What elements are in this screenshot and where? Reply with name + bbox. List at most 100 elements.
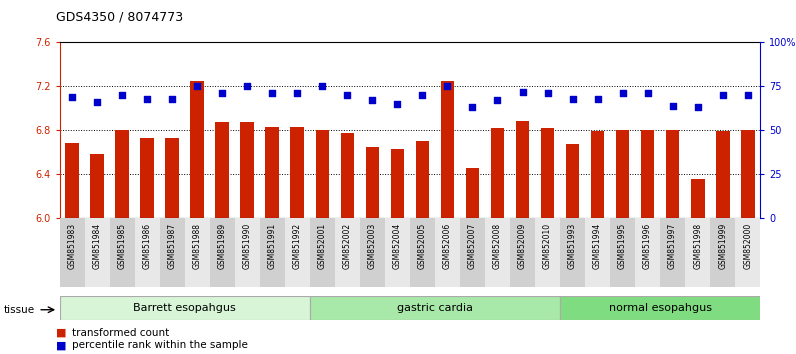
Bar [710,218,736,287]
Bar [210,218,235,287]
Point [366,97,379,103]
Text: GSM852010: GSM852010 [543,223,552,269]
Text: GSM852008: GSM852008 [493,223,502,269]
Bar [240,122,254,218]
Bar [235,218,259,287]
Bar [115,130,129,218]
Text: GSM851984: GSM851984 [92,223,102,269]
Point [116,92,129,98]
Text: GSM851985: GSM851985 [118,223,127,269]
Text: ■: ■ [56,328,66,338]
Bar [84,218,110,287]
Bar [259,218,285,287]
Point [241,84,254,89]
Bar [641,130,654,218]
Point [91,99,103,105]
Text: tissue: tissue [4,305,35,315]
Point [741,92,754,98]
Bar [135,218,160,287]
Point [666,103,679,108]
Bar [185,218,210,287]
Bar [566,144,579,218]
Bar [510,218,535,287]
Point [391,101,404,107]
Bar [466,169,479,218]
Text: GSM851987: GSM851987 [168,223,177,269]
Bar [341,133,354,218]
Point [591,96,604,101]
Bar [365,147,379,218]
Text: GSM852002: GSM852002 [343,223,352,269]
Bar [60,296,310,320]
Bar [315,130,330,218]
Bar [90,154,104,218]
Point [616,91,629,96]
Bar [65,143,79,218]
Text: GSM851997: GSM851997 [668,223,677,269]
Bar [485,218,510,287]
Text: GSM852009: GSM852009 [518,223,527,269]
Text: GSM851995: GSM851995 [618,223,627,269]
Text: GSM851990: GSM851990 [243,223,252,269]
Bar [310,296,560,320]
Bar [391,149,404,218]
Bar [216,122,229,218]
Text: GSM852001: GSM852001 [318,223,327,269]
Point [416,92,429,98]
Text: GSM851988: GSM851988 [193,223,202,269]
Bar [335,218,360,287]
Point [642,91,654,96]
Text: GSM851998: GSM851998 [693,223,702,269]
Text: GSM852005: GSM852005 [418,223,427,269]
Bar [591,131,604,218]
Bar [60,218,84,287]
Point [541,91,554,96]
Point [691,104,704,110]
Text: GSM851994: GSM851994 [593,223,602,269]
Bar [285,218,310,287]
Text: transformed count: transformed count [72,328,169,338]
Point [566,96,579,101]
Point [491,97,504,103]
Bar [716,131,729,218]
Point [291,91,304,96]
Text: GSM851989: GSM851989 [218,223,227,269]
Text: GSM851993: GSM851993 [568,223,577,269]
Bar [665,130,680,218]
Text: GSM852000: GSM852000 [743,223,752,269]
Text: GSM851991: GSM851991 [267,223,277,269]
Bar [660,218,685,287]
Bar [741,130,755,218]
Bar [310,218,335,287]
Bar [540,128,554,218]
Bar [460,218,485,287]
Bar [560,296,760,320]
Point [191,84,204,89]
Point [466,104,479,110]
Bar [190,81,204,218]
Text: gastric cardia: gastric cardia [397,303,473,313]
Point [66,94,79,99]
Bar [490,128,505,218]
Point [441,84,454,89]
Point [341,92,353,98]
Bar [585,218,610,287]
Text: GSM852007: GSM852007 [468,223,477,269]
Bar [140,138,154,218]
Bar [265,127,279,218]
Bar [166,138,179,218]
Bar [691,179,704,218]
Text: GSM851992: GSM851992 [293,223,302,269]
Text: GDS4350 / 8074773: GDS4350 / 8074773 [56,11,183,24]
Point [516,89,529,95]
Bar [535,218,560,287]
Bar [685,218,710,287]
Bar [416,141,429,218]
Bar [615,130,630,218]
Bar [110,218,135,287]
Text: percentile rank within the sample: percentile rank within the sample [72,340,248,350]
Text: normal esopahgus: normal esopahgus [609,303,712,313]
Bar [435,218,460,287]
Text: GSM851999: GSM851999 [718,223,728,269]
Text: GSM852003: GSM852003 [368,223,377,269]
